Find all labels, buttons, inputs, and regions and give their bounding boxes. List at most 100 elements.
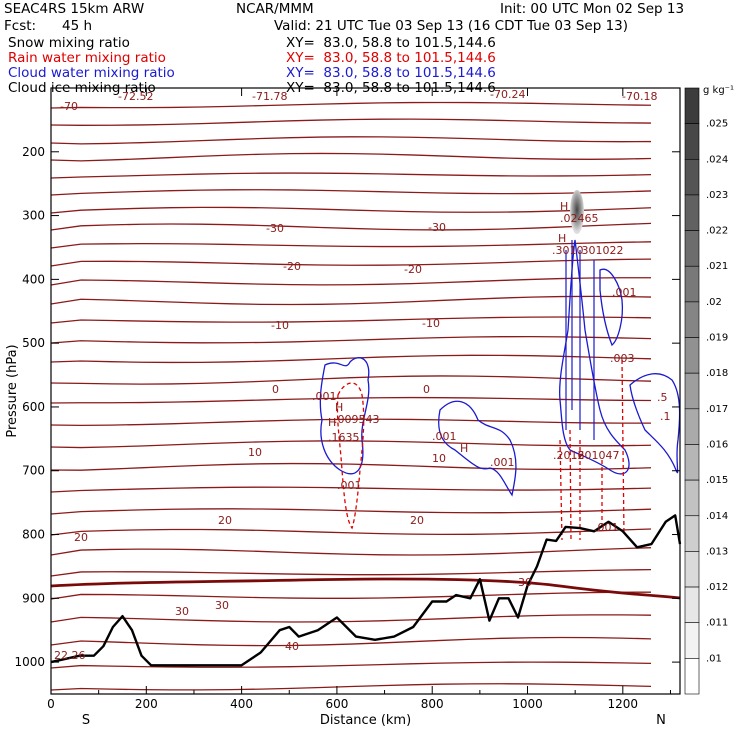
isotherm-label: -71.78 <box>252 90 287 103</box>
colorbar-cell <box>684 622 700 659</box>
isotherm-label: -30 <box>428 221 446 234</box>
colorbar-cell <box>684 444 700 481</box>
isotherm-label: 40 <box>285 640 299 653</box>
cloud-water-label: .301022 <box>578 244 624 257</box>
colorbar: .025 .024 .023 .022 .021 .02 .019 .018 .017 .016.… <box>684 85 734 695</box>
cloud-water-label: .001 <box>312 390 337 403</box>
colorbar-label: .018 <box>706 368 728 379</box>
isotherm-label: -70.18 <box>622 90 657 103</box>
isotherm-label: 30 <box>518 576 532 589</box>
cloud-water-label: .001 <box>612 286 637 299</box>
colorbar-cell <box>684 408 700 445</box>
cloud-water-contour <box>558 239 630 475</box>
isotherm-label: -30 <box>266 222 284 235</box>
colorbar-unit: g kg⁻¹ <box>703 85 734 96</box>
isotherm-label: 30 <box>215 599 229 612</box>
y-tick-label: 900 <box>22 591 45 605</box>
colorbar-label: .016 <box>706 439 728 450</box>
plot-border <box>50 87 681 695</box>
isotherm-line <box>50 172 652 179</box>
terrain-line <box>50 514 682 667</box>
isotherm-line <box>50 336 652 344</box>
isotherm-line <box>50 295 652 306</box>
isotherm-label: -10 <box>422 317 440 330</box>
isotherm-line <box>50 277 652 286</box>
rain-label: H <box>460 442 468 455</box>
axes: 0 200 400 600 800 1000 12002003004005006007008… <box>5 88 680 728</box>
isotherm-line <box>50 418 652 427</box>
isotherm-label: 22.26 <box>54 649 86 662</box>
field-snow-xy: XY= 83.0, 58.8 to 101.5,144.6 <box>286 35 496 51</box>
model-title: SEAC4RS 15km ARW <box>4 1 145 17</box>
isotherm-line <box>50 375 652 385</box>
colorbar-label: .022 <box>706 226 728 237</box>
org-title: NCAR/MMM <box>236 1 314 17</box>
isotherm-line <box>50 462 652 471</box>
isotherm-line <box>50 189 652 196</box>
isotherm-line <box>50 152 652 162</box>
snow-max-label: .02465 <box>560 212 599 225</box>
isotherm-line <box>50 118 652 126</box>
x-axis-title: Distance (km) <box>320 713 411 728</box>
snow-core <box>570 190 584 234</box>
cloud-water-label: H <box>558 232 566 245</box>
isotherm-line <box>50 591 652 600</box>
rain-label: H <box>335 401 343 414</box>
terrain-profile <box>50 514 682 667</box>
isotherm-line <box>50 136 652 145</box>
isotherm-line <box>50 206 652 214</box>
field-cloudwater-xy: XY= 83.0, 58.8 to 101.5,144.6 <box>286 65 496 81</box>
y-tick-label: 500 <box>22 336 45 350</box>
isotherm-line <box>50 547 652 556</box>
isotherm-label: -70 <box>60 100 78 113</box>
x-tick-label: 1200 <box>608 697 639 711</box>
rain-contour <box>569 429 572 541</box>
init-time: Init: 00 UTC Mon 02 Sep 13 <box>500 1 685 17</box>
isotherm-line <box>50 222 652 231</box>
colorbar-label: .012 <box>706 582 728 593</box>
isotherm-label: 0 <box>423 383 430 396</box>
isotherm-label: -20 <box>283 260 301 273</box>
isotherm-label: 30 <box>175 605 189 618</box>
colorbar-cell <box>684 87 700 124</box>
colorbar-cell <box>684 265 700 303</box>
colorbar-cell <box>684 158 700 196</box>
cloud-water-label: H <box>328 416 336 429</box>
field-rain-xy: XY= 83.0, 58.8 to 101.5,144.6 <box>286 50 496 66</box>
rain-label: .001 <box>337 479 362 492</box>
y-tick-label: 400 <box>22 272 45 286</box>
isotherm-label: -70.24 <box>490 88 525 101</box>
valid-time: Valid: 21 UTC Tue 03 Sep 13 (16 CDT Tue … <box>274 18 629 34</box>
y-tick-label: 700 <box>22 464 45 478</box>
isotherm-label: 0 <box>272 383 279 396</box>
cloud-water-label: .001 <box>432 430 457 443</box>
extra-label: .5 <box>657 391 668 404</box>
isotherm-line <box>50 661 652 669</box>
rain-contour <box>559 439 563 541</box>
isotherm-line <box>50 396 652 404</box>
isotherm-line <box>50 614 652 623</box>
freezing-level-line <box>50 577 681 600</box>
colorbar-label: .011 <box>706 618 728 629</box>
x-tick-label: 0 <box>47 697 55 711</box>
x-tick-label: 800 <box>421 697 444 711</box>
colorbar-cell <box>684 194 700 231</box>
field-rain-name: Rain water mixing ratio <box>8 50 166 66</box>
colorbar-label: .01 <box>706 653 722 664</box>
colorbar-cell <box>684 515 700 552</box>
colorbar-cell <box>684 586 700 624</box>
rain-contour <box>336 382 365 530</box>
isotherm-line <box>50 440 652 449</box>
cloud-water-contour <box>629 373 681 474</box>
colorbar-cell <box>684 337 700 374</box>
colorbar-cell <box>684 372 700 410</box>
isotherm-label: -10 <box>271 319 289 332</box>
north-label: N <box>656 713 666 728</box>
field-snow-name: Snow mixing ratio <box>8 35 130 51</box>
plot-frame <box>50 87 681 695</box>
cloud-water-contour <box>319 357 370 475</box>
y-axis-title: Pressure (hPa) <box>5 344 20 437</box>
isotherm-label: 20 <box>74 531 88 544</box>
cloud-water-label: .3010 <box>552 244 584 257</box>
